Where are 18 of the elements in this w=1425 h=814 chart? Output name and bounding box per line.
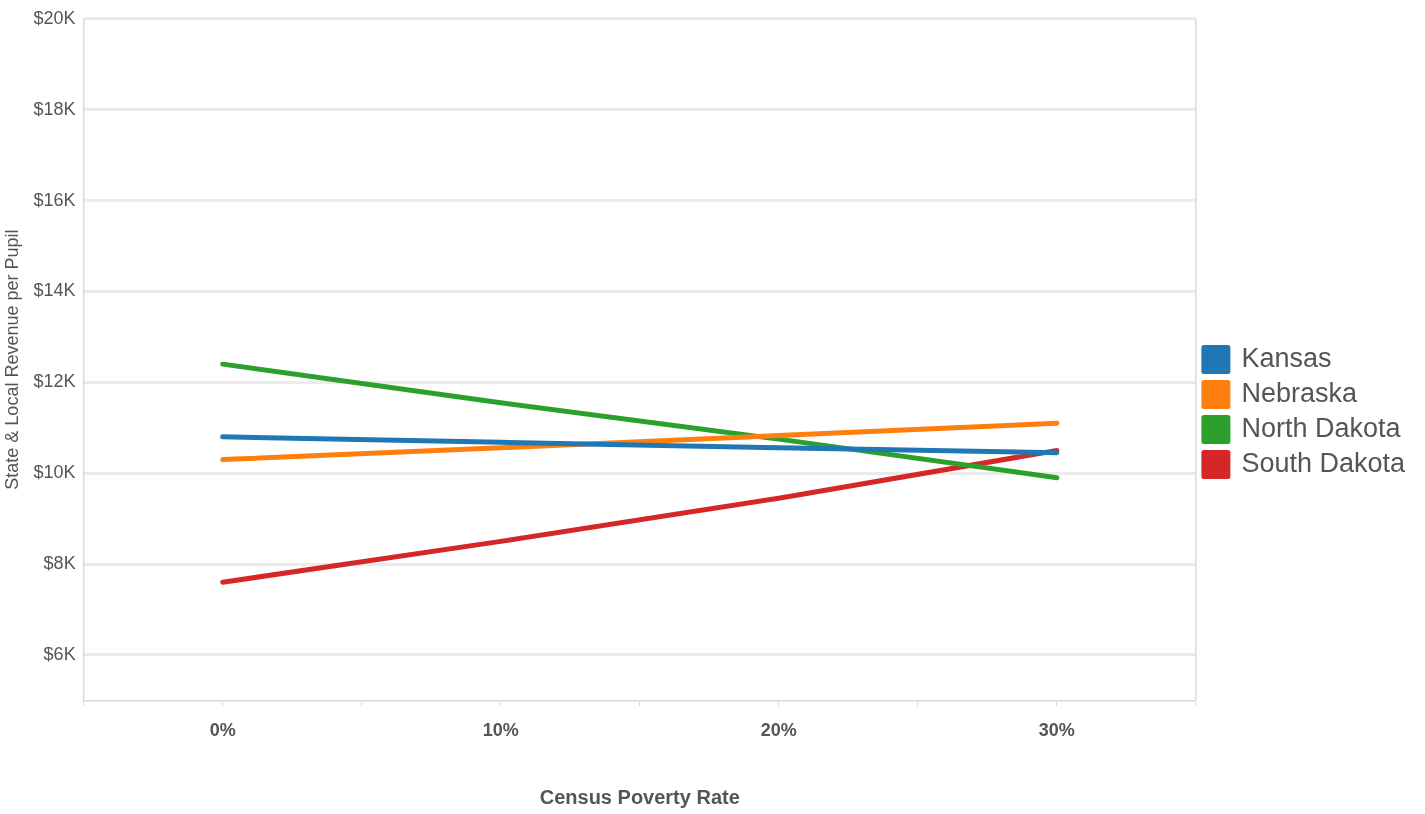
y-tick-label: $14K xyxy=(33,280,76,301)
y-tick-label: $16K xyxy=(33,189,76,210)
y-tick-label: $20K xyxy=(33,7,76,28)
legend-label: South Dakota xyxy=(1241,447,1406,478)
y-tick-label: $8K xyxy=(43,553,76,574)
y-tick-label: $10K xyxy=(33,462,76,483)
legend-label: Nebraska xyxy=(1241,377,1358,408)
x-tick-label: 0% xyxy=(209,720,236,741)
x-axis-title: Census Poverty Rate xyxy=(539,785,740,808)
y-tick-label: $18K xyxy=(33,98,76,119)
x-tick-label: 10% xyxy=(482,720,519,741)
y-tick-label: $6K xyxy=(43,643,76,664)
y-axis-title: State & Local Revenue per Pupil xyxy=(1,229,22,490)
y-tick-label: $12K xyxy=(33,371,76,392)
legend-label: Kansas xyxy=(1241,342,1332,373)
x-tick-label: 30% xyxy=(1038,720,1075,741)
legend-label: North Dakota xyxy=(1241,412,1402,443)
x-tick-label: 20% xyxy=(760,720,797,741)
